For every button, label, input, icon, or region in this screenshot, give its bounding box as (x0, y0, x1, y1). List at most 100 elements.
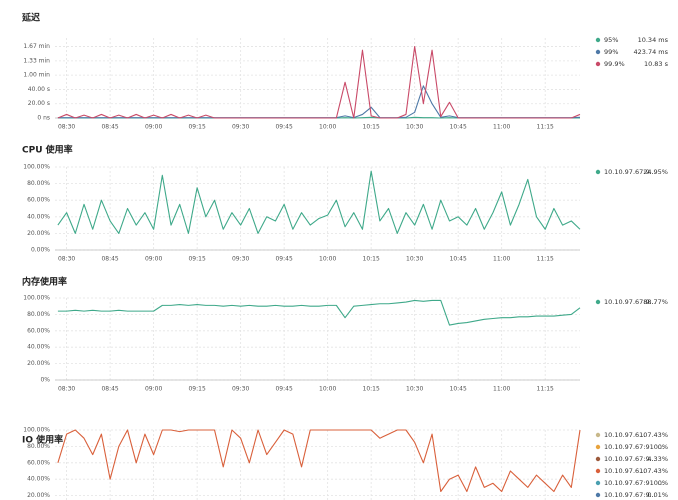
x-tick-label: 09:00 (145, 124, 162, 131)
x-tick-label: 11:00 (493, 386, 510, 393)
legend-label: 99.9% (604, 60, 625, 68)
y-tick-label: 80.00% (27, 311, 50, 318)
x-tick-label: 10:45 (450, 386, 467, 393)
x-tick-label: 10:15 (363, 256, 380, 263)
y-tick-label: 80.00% (27, 180, 50, 187)
x-tick-label: 11:15 (537, 386, 554, 393)
x-tick-label: 08:45 (101, 124, 118, 131)
legend-value: 10.34 ms (638, 36, 669, 44)
x-tick-label: 10:00 (319, 124, 336, 131)
x-tick-label: 10:00 (319, 386, 336, 393)
legend-value: 423.74 ms (633, 48, 668, 56)
x-tick-label: 11:00 (493, 256, 510, 263)
y-tick-label: 0.00% (31, 247, 50, 254)
x-tick-label: 10:45 (450, 256, 467, 263)
x-tick-label: 11:15 (537, 256, 554, 263)
chart-title: CPU 使用率 (22, 144, 73, 156)
legend-label: 10.10.97.67:9... (604, 298, 656, 306)
x-tick-label: 11:00 (493, 124, 510, 131)
legend-value: 107.43% (639, 431, 668, 439)
x-tick-label: 10:15 (363, 124, 380, 131)
y-tick-label: 0 ns (37, 115, 50, 122)
x-tick-label: 09:15 (188, 386, 205, 393)
x-tick-label: 08:30 (58, 256, 75, 263)
legend-label: 10.10.97.67:910... (604, 479, 664, 487)
y-tick-label: 40.00% (27, 344, 50, 351)
legend-swatch (595, 61, 601, 67)
x-tick-label: 10:00 (319, 256, 336, 263)
x-tick-label: 09:30 (232, 386, 249, 393)
x-tick-label: 09:30 (232, 256, 249, 263)
legend-swatch (595, 468, 601, 474)
x-tick-label: 09:00 (145, 256, 162, 263)
x-tick-label: 10:30 (406, 386, 423, 393)
x-tick-label: 10:30 (406, 124, 423, 131)
legend-value: 0% (658, 479, 668, 487)
x-tick-label: 09:45 (275, 256, 292, 263)
series-line (57, 429, 581, 493)
x-tick-label: 09:15 (188, 256, 205, 263)
legend-label: 10.10.97.67:9... (604, 455, 656, 463)
x-tick-label: 08:45 (101, 386, 118, 393)
y-tick-label: 40.00% (27, 476, 50, 483)
legend-value: 88.77% (643, 298, 668, 306)
x-tick-label: 09:45 (275, 386, 292, 393)
legend-label: 99% (604, 48, 618, 56)
y-tick-label: 1.67 min (23, 43, 50, 50)
x-tick-label: 09:15 (188, 124, 205, 131)
series-line (57, 46, 581, 119)
y-tick-label: 100.00% (23, 295, 50, 302)
legend-value: 0% (658, 443, 668, 451)
legend-value: 10.83 s (644, 60, 669, 68)
x-tick-label: 09:45 (275, 124, 292, 131)
x-tick-label: 08:30 (58, 124, 75, 131)
x-tick-label: 09:30 (232, 124, 249, 131)
y-tick-label: 80.00% (27, 443, 50, 450)
legend-value: 107.43% (639, 467, 668, 475)
y-tick-label: 20.00% (27, 492, 50, 499)
y-tick-label: 40.00 s (28, 86, 50, 93)
chart-title: 内存使用率 (22, 276, 67, 288)
y-tick-label: 20.00 s (28, 100, 50, 107)
legend-swatch (595, 444, 601, 450)
legend-swatch (595, 432, 601, 438)
legend-value: 0.01% (647, 491, 668, 499)
legend-label: 10.10.97.67:9... (604, 168, 656, 176)
legend-swatch (595, 299, 601, 305)
y-tick-label: 0% (40, 377, 50, 384)
legend-swatch (595, 456, 601, 462)
chart-title: IO 使用率 (22, 434, 63, 446)
legend-swatch (595, 492, 601, 498)
x-tick-label: 11:15 (537, 124, 554, 131)
y-tick-label: 1.00 min (23, 72, 50, 79)
y-tick-label: 1.33 min (23, 57, 50, 64)
y-tick-label: 40.00% (27, 213, 50, 220)
series-line (57, 299, 581, 326)
legend-value: 24.95% (643, 168, 668, 176)
legend-swatch (595, 49, 601, 55)
y-tick-label: 60.00% (27, 197, 50, 204)
x-tick-label: 08:45 (101, 256, 118, 263)
legend-swatch (595, 169, 601, 175)
y-tick-label: 100.00% (23, 164, 50, 171)
x-tick-label: 10:15 (363, 386, 380, 393)
y-tick-label: 100.00% (23, 427, 50, 434)
legend-label: 10.10.97.6... (604, 467, 645, 475)
x-tick-label: 08:30 (58, 386, 75, 393)
legend-label: 95% (604, 36, 618, 44)
y-tick-label: 60.00% (27, 459, 50, 466)
legend-label: 10.10.97.6... (604, 431, 645, 439)
y-tick-label: 20.00% (27, 360, 50, 367)
legend-swatch (595, 37, 601, 43)
y-tick-label: 20.00% (27, 230, 50, 237)
series-line (57, 170, 581, 234)
legend-label: 10.10.97.67:910... (604, 443, 664, 451)
x-tick-label: 10:45 (450, 124, 467, 131)
legend-swatch (595, 480, 601, 486)
legend-label: 10.10.97.67:9... (604, 491, 656, 499)
x-tick-label: 09:00 (145, 386, 162, 393)
y-tick-label: 60.00% (27, 327, 50, 334)
legend-value: 4.33% (647, 455, 668, 463)
